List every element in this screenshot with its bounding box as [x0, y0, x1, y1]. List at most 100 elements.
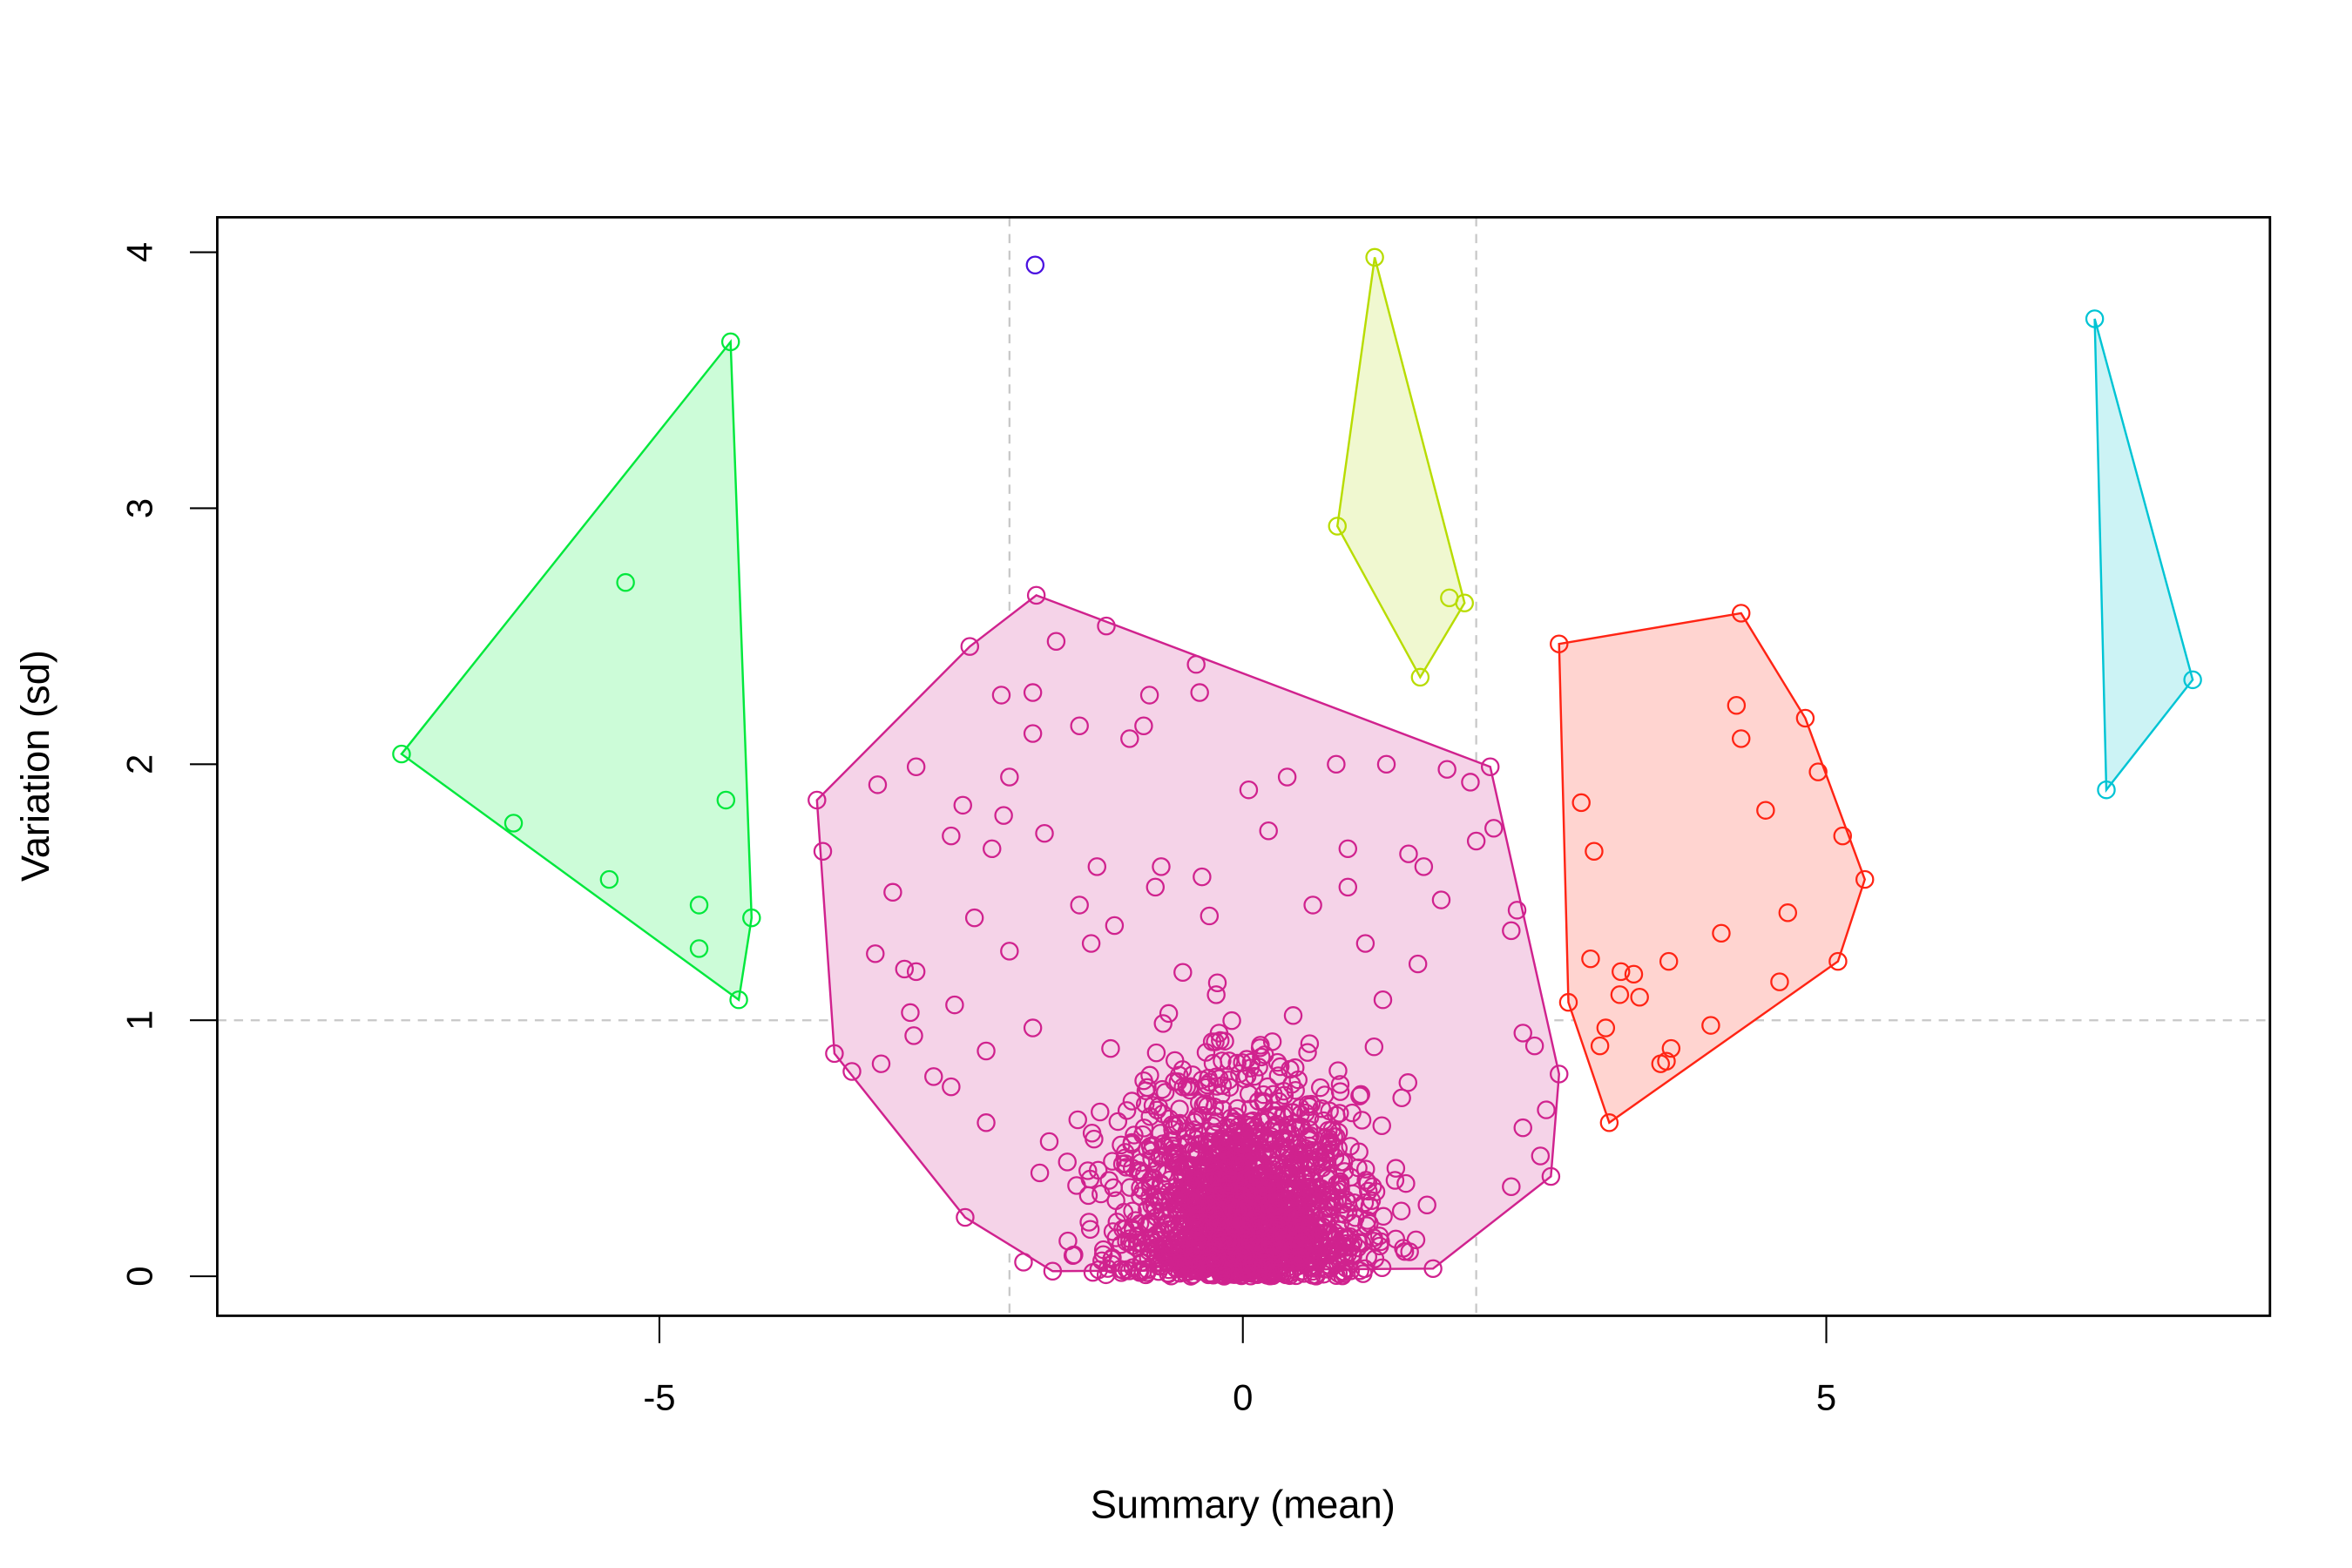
data-point [1125, 1125, 1144, 1145]
data-point [1239, 780, 1259, 800]
data-point [1410, 667, 1430, 687]
data-point [1213, 1131, 1233, 1151]
data-points [392, 247, 2202, 1286]
data-point [1437, 760, 1456, 779]
data-point [1417, 1195, 1436, 1214]
data-point [1386, 1159, 1406, 1178]
data-point [1289, 1247, 1309, 1267]
data-point [1255, 1234, 1275, 1254]
data-point [1313, 1158, 1332, 1178]
data-point [1278, 1116, 1297, 1135]
data-point [1330, 1204, 1349, 1223]
data-point [1328, 1061, 1348, 1080]
data-point [1023, 683, 1043, 702]
data-point [1131, 1186, 1150, 1206]
data-point [1357, 1211, 1377, 1230]
data-point [1312, 1098, 1331, 1119]
data-point [901, 1003, 920, 1023]
data-point [1300, 1120, 1319, 1139]
data-point [1400, 1242, 1419, 1261]
data-point [2085, 309, 2105, 328]
data-point [1203, 1116, 1222, 1136]
data-point [1270, 1057, 1290, 1077]
data-point [1391, 1201, 1411, 1220]
data-point [1712, 923, 1731, 943]
data-point [1268, 1263, 1288, 1283]
data-point [689, 939, 709, 958]
data-point [1362, 1191, 1382, 1211]
data-point [1330, 1082, 1350, 1101]
x-axis-label: Summary (mean) [1091, 1482, 1396, 1526]
cluster-hulls [400, 257, 2194, 1273]
data-point [1082, 1124, 1102, 1143]
data-point [1134, 716, 1153, 735]
data-point [1188, 1201, 1207, 1221]
data-point [1423, 1259, 1443, 1279]
data-point [1103, 1222, 1123, 1241]
data-point [1770, 972, 1789, 991]
data-point [1200, 1135, 1219, 1154]
data-point [1319, 1120, 1338, 1140]
data-point [1537, 1100, 1556, 1119]
data-point [1300, 1034, 1320, 1053]
data-point [1455, 593, 1474, 612]
x-tick-label: -5 [643, 1377, 675, 1418]
data-point [1350, 1086, 1369, 1105]
data-point [895, 959, 915, 979]
data-point [1317, 1222, 1336, 1241]
data-point [1239, 1085, 1259, 1104]
data-point [1046, 632, 1066, 651]
data-point [1134, 1119, 1154, 1138]
data-point [1152, 1079, 1172, 1099]
data-point [1571, 793, 1591, 813]
data-point [1372, 1116, 1391, 1135]
data-point [1165, 1051, 1185, 1071]
data-point [906, 757, 926, 776]
data-point [1373, 990, 1393, 1010]
data-point [1242, 1183, 1261, 1202]
data-point [1651, 1054, 1671, 1073]
data-point [1097, 616, 1116, 636]
data-point [1160, 1200, 1179, 1219]
data-point [1152, 857, 1171, 876]
data-point [1237, 1066, 1257, 1085]
data-point [1173, 963, 1193, 982]
data-point [1502, 921, 1521, 941]
data-point [1128, 1233, 1147, 1252]
data-point [1396, 1173, 1416, 1193]
data-point [1168, 1155, 1188, 1174]
data-point [1701, 1016, 1720, 1035]
data-point [1281, 1245, 1301, 1265]
data-point [1385, 1171, 1405, 1190]
data-point [1731, 604, 1751, 623]
data-point [1169, 1255, 1189, 1275]
data-point [1233, 1266, 1252, 1285]
data-point [1590, 1036, 1610, 1056]
data-point [1025, 255, 1045, 274]
data-point [1330, 1104, 1349, 1123]
data-point [1336, 1259, 1356, 1278]
data-point [1227, 1098, 1247, 1119]
data-point [1108, 1112, 1128, 1132]
data-point [1188, 1190, 1207, 1209]
data-point [1250, 1038, 1270, 1058]
data-point [1287, 1204, 1306, 1223]
data-point [1355, 934, 1375, 953]
data-point [1300, 1097, 1319, 1117]
cluster-hull-4 [1558, 612, 1867, 1125]
data-point [1274, 1227, 1294, 1247]
data-point [1585, 841, 1604, 861]
data-point [1319, 1255, 1339, 1275]
data-point [1406, 1230, 1426, 1250]
data-point [1138, 1260, 1158, 1280]
data-point [1173, 1168, 1193, 1188]
data-point [1191, 1231, 1210, 1250]
data-point [1325, 1147, 1345, 1167]
data-point [1023, 1018, 1043, 1037]
data-point [1080, 1220, 1100, 1239]
y-tick-label: 1 [118, 1010, 159, 1031]
data-point [2097, 780, 2116, 800]
data-point [1341, 1261, 1361, 1281]
data-point [1226, 1121, 1245, 1141]
data-point [599, 869, 619, 889]
